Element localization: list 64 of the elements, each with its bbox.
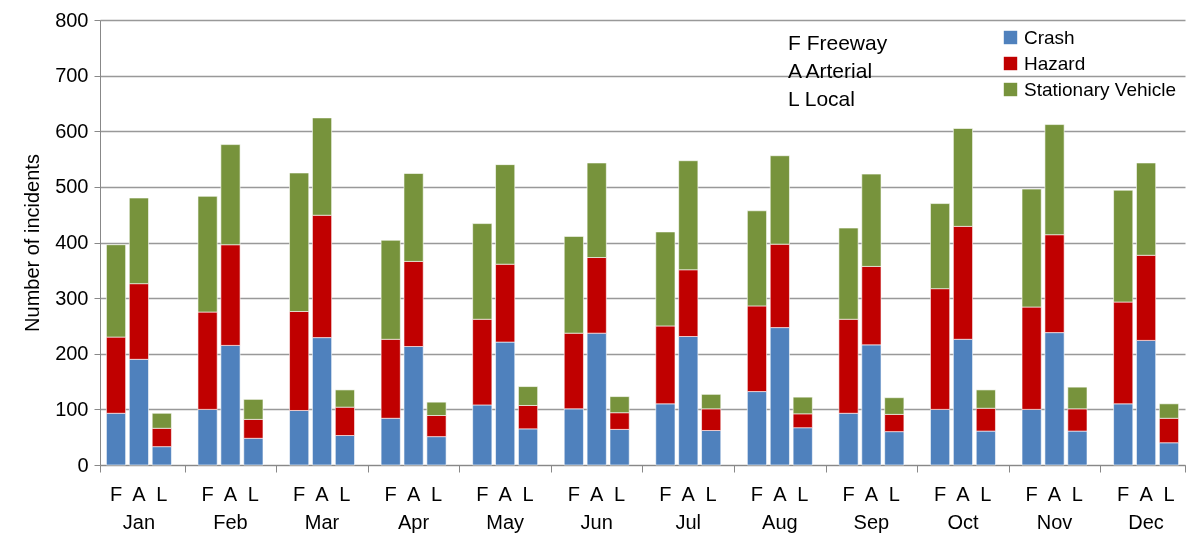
x-tick-label: A	[681, 483, 696, 505]
annotation: A Arterial	[788, 59, 873, 82]
x-tick-label: F	[1117, 483, 1130, 505]
text: Oct	[947, 511, 979, 533]
x-tick-label: F	[659, 483, 672, 505]
x-tick-label: F	[567, 483, 580, 505]
text: Jan	[122, 511, 156, 533]
x-tick-label: A	[406, 483, 421, 505]
y-tick-label: 600	[55, 119, 89, 142]
x-tick-label: L	[980, 483, 992, 505]
text: Aug	[762, 511, 798, 533]
text: Jul	[675, 511, 702, 533]
y-tick-label: 200	[55, 342, 89, 365]
text: Nov	[1036, 511, 1073, 533]
x-tick-label: L	[797, 483, 809, 505]
x-tick-label: A	[956, 483, 971, 505]
y-tick-label: 400	[55, 231, 89, 253]
text: Apr	[398, 511, 430, 533]
x-tick-label: F	[109, 483, 123, 505]
text: Feb	[213, 511, 248, 533]
y-tick-label: 0	[77, 453, 89, 476]
x-tick-label: L	[247, 483, 259, 505]
text: May	[486, 511, 525, 533]
x-tick-label: F	[1025, 483, 1038, 505]
x-tick-label: F	[201, 483, 214, 505]
legend-label: Stationary Vehicle	[1024, 78, 1177, 100]
legend-label: Crash	[1024, 26, 1075, 48]
x-tick-label: F	[293, 483, 306, 505]
x-tick-label: F	[842, 483, 855, 505]
x-tick-label: A	[773, 483, 788, 505]
x-tick-label: L	[888, 483, 900, 505]
text: Dec	[1128, 511, 1164, 533]
text: Mar	[304, 511, 340, 533]
y-tick-label: 100	[55, 397, 89, 420]
x-tick-label: A	[498, 483, 513, 505]
y-tick-label: 300	[55, 286, 89, 309]
x-tick-label: A	[223, 483, 238, 505]
x-tick-label: A	[315, 483, 330, 505]
text: Jun	[580, 511, 613, 533]
y-tick-label: 800	[55, 8, 89, 31]
x-tick-label: L	[1071, 483, 1083, 505]
x-tick-label: A	[864, 483, 879, 505]
x-tick-label: L	[339, 483, 351, 505]
x-tick-label: A	[132, 483, 147, 505]
legend-label: Hazard	[1024, 52, 1086, 74]
x-tick-label: F	[476, 483, 489, 505]
y-tick-label: 500	[55, 175, 89, 198]
y-axis-title: Number of incidents	[21, 154, 44, 332]
text: Sep	[853, 511, 890, 533]
x-tick-label: L	[156, 483, 168, 505]
x-tick-label: F	[933, 483, 947, 505]
x-tick-label: L	[430, 483, 443, 505]
x-tick-label: L	[522, 483, 534, 505]
x-tick-label: L	[1163, 483, 1175, 505]
x-tick-label: F	[384, 483, 397, 505]
x-tick-label: F	[750, 483, 764, 505]
x-tick-label: L	[705, 483, 717, 505]
annotation: F Freeway	[788, 31, 888, 54]
y-tick-label: 700	[55, 64, 89, 87]
x-tick-label: A	[590, 483, 605, 505]
x-tick-label: L	[614, 483, 626, 505]
x-tick-label: A	[1047, 483, 1062, 505]
x-tick-label: A	[1139, 483, 1154, 505]
annotation: L Local	[788, 87, 855, 110]
